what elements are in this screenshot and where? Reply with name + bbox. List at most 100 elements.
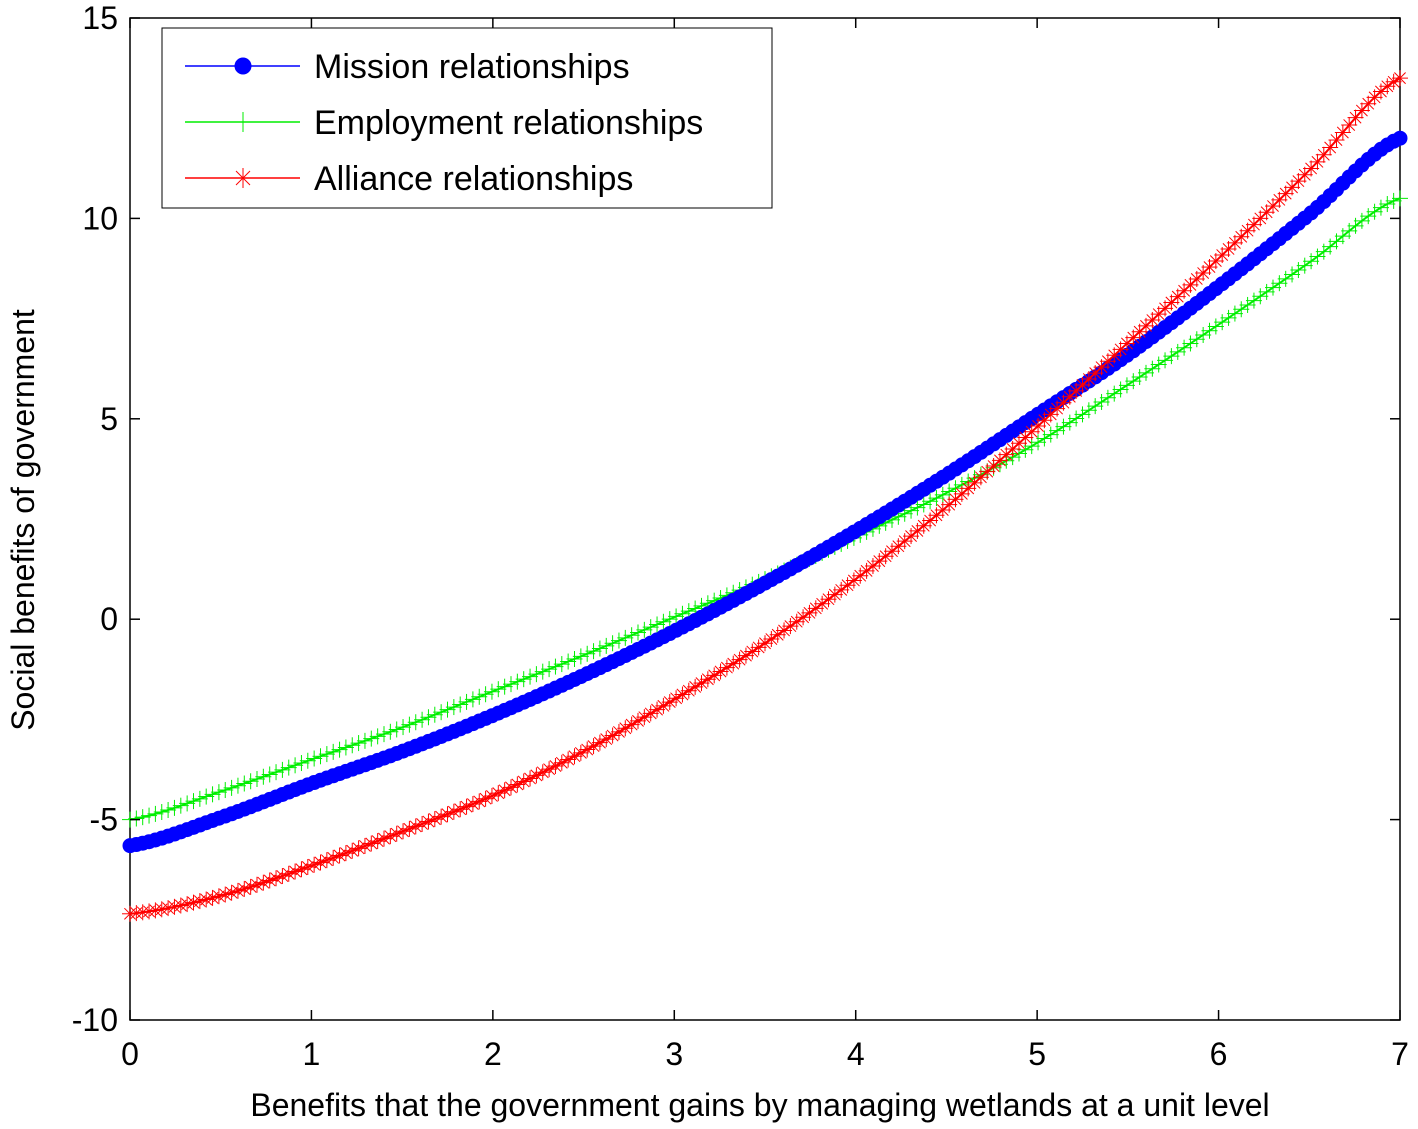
series-marker-employment-relationships	[1233, 301, 1250, 318]
series-marker-employment-relationships	[610, 632, 627, 649]
series-marker-alliance-relationships	[737, 647, 754, 664]
series-marker-employment-relationships	[318, 746, 335, 763]
series-marker-employment-relationships	[649, 616, 666, 633]
series-marker-employment-relationships	[293, 755, 310, 772]
series-marker-employment-relationships	[1360, 208, 1377, 225]
series-layer	[122, 70, 1408, 922]
series-marker-alliance-relationships	[541, 761, 558, 778]
series-marker-alliance-relationships	[356, 837, 373, 854]
series-marker-employment-relationships	[547, 658, 564, 675]
legend: Mission relationships Employment relation…	[161, 27, 773, 209]
series-marker-employment-relationships	[458, 693, 475, 710]
series-marker-employment-relationships	[1296, 257, 1313, 274]
series-marker-alliance-relationships	[1334, 124, 1351, 141]
series-marker-alliance-relationships	[1207, 253, 1224, 270]
series-marker-alliance-relationships	[928, 507, 945, 524]
series-marker-alliance-relationships	[522, 770, 539, 787]
series-marker-alliance-relationships	[1106, 347, 1123, 364]
series-marker-alliance-relationships	[236, 880, 253, 897]
series-marker-employment-relationships	[153, 804, 170, 821]
series-marker-alliance-relationships	[414, 815, 431, 832]
ticks-layer: 0 1 2 3 4 5 6 7 15 10 5 0 -5 -10	[72, 0, 1409, 1072]
series-marker-alliance-relationships	[204, 889, 221, 906]
series-marker-employment-relationships	[401, 716, 418, 733]
y-tick-label: 5	[100, 401, 118, 437]
series-marker-employment-relationships	[1074, 406, 1091, 423]
series-marker-alliance-relationships	[534, 764, 551, 781]
series-marker-employment-relationships	[325, 743, 342, 760]
series-marker-employment-relationships	[1068, 410, 1085, 427]
series-marker-employment-relationships	[1093, 393, 1110, 410]
series-marker-alliance-relationships	[287, 863, 304, 880]
series-marker-employment-relationships	[623, 627, 640, 644]
series-mission-relationships	[122, 130, 1408, 854]
series-marker-employment-relationships	[1258, 283, 1275, 300]
series-marker-employment-relationships	[134, 809, 151, 826]
series-alliance-relationships	[122, 70, 1408, 922]
series-marker-employment-relationships	[1042, 426, 1059, 443]
series-marker-alliance-relationships	[718, 659, 735, 676]
series-marker-alliance-relationships	[852, 567, 869, 584]
series-marker-employment-relationships	[668, 608, 685, 625]
series-marker-employment-relationships	[414, 711, 431, 728]
series-marker-alliance-relationships	[433, 808, 450, 825]
series-marker-alliance-relationships	[280, 865, 297, 882]
series-marker-employment-relationships	[407, 714, 424, 731]
series-marker-employment-relationships	[1379, 196, 1396, 213]
series-marker-employment-relationships	[1226, 305, 1243, 322]
series-marker-employment-relationships	[1118, 377, 1135, 394]
series-marker-employment-relationships	[1201, 322, 1218, 339]
series-marker-alliance-relationships	[191, 893, 208, 910]
y-tick-label: -5	[90, 802, 118, 838]
series-marker-employment-relationships	[1214, 314, 1231, 331]
series-marker-employment-relationships	[280, 759, 297, 776]
series-marker-employment-relationships	[312, 748, 329, 765]
series-marker-alliance-relationships	[1315, 146, 1332, 163]
series-marker-alliance-relationships	[814, 595, 831, 612]
series-marker-alliance-relationships	[591, 734, 608, 751]
series-marker-alliance-relationships	[706, 667, 723, 684]
series-marker-alliance-relationships	[776, 622, 793, 639]
series-marker-alliance-relationships	[744, 643, 761, 660]
series-marker-alliance-relationships	[826, 586, 843, 603]
series-marker-alliance-relationships	[712, 663, 729, 680]
legend-marker	[233, 112, 253, 132]
series-marker-employment-relationships	[636, 621, 653, 638]
series-marker-employment-relationships	[471, 688, 488, 705]
series-marker-employment-relationships	[903, 502, 920, 519]
series-marker-alliance-relationships	[337, 845, 354, 862]
series-marker-alliance-relationships	[566, 748, 583, 765]
series-marker-employment-relationships	[1144, 360, 1161, 377]
legend-marker	[234, 57, 252, 75]
series-marker-employment-relationships	[1265, 279, 1281, 296]
series-marker-alliance-relationships	[1093, 359, 1110, 376]
series-marker-alliance-relationships	[1303, 160, 1320, 177]
series-marker-employment-relationships	[477, 686, 494, 703]
series-marker-employment-relationships	[204, 786, 221, 803]
series-marker-alliance-relationships	[553, 754, 570, 771]
series-marker-alliance-relationships	[572, 744, 589, 761]
series-marker-employment-relationships	[299, 752, 316, 769]
series-marker-employment-relationships	[356, 732, 373, 749]
series-marker-alliance-relationships	[1328, 132, 1345, 149]
series-marker-employment-relationships	[1239, 296, 1256, 313]
series-marker-employment-relationships	[928, 490, 945, 507]
series-marker-employment-relationships	[1392, 190, 1408, 207]
series-marker-employment-relationships	[1150, 356, 1167, 373]
series-marker-employment-relationships	[1176, 339, 1193, 356]
series-marker-alliance-relationships	[1347, 109, 1364, 126]
series-marker-employment-relationships	[306, 750, 323, 767]
series-marker-alliance-relationships	[185, 894, 202, 911]
series-marker-alliance-relationships	[160, 900, 177, 917]
series-marker-alliance-relationships	[477, 790, 494, 807]
series-marker-employment-relationships	[490, 681, 507, 698]
series-marker-employment-relationships	[1023, 438, 1040, 455]
series-marker-alliance-relationships	[376, 830, 392, 847]
series-marker-employment-relationships	[1131, 369, 1148, 386]
series-marker-employment-relationships	[934, 486, 951, 503]
series-marker-employment-relationships	[376, 726, 392, 743]
series-marker-alliance-relationships	[769, 626, 786, 643]
series-marker-employment-relationships	[274, 761, 291, 778]
legend-item-mission-relationships: Mission relationships	[185, 48, 630, 86]
legend-item-alliance-relationships: Alliance relationships	[185, 160, 633, 198]
